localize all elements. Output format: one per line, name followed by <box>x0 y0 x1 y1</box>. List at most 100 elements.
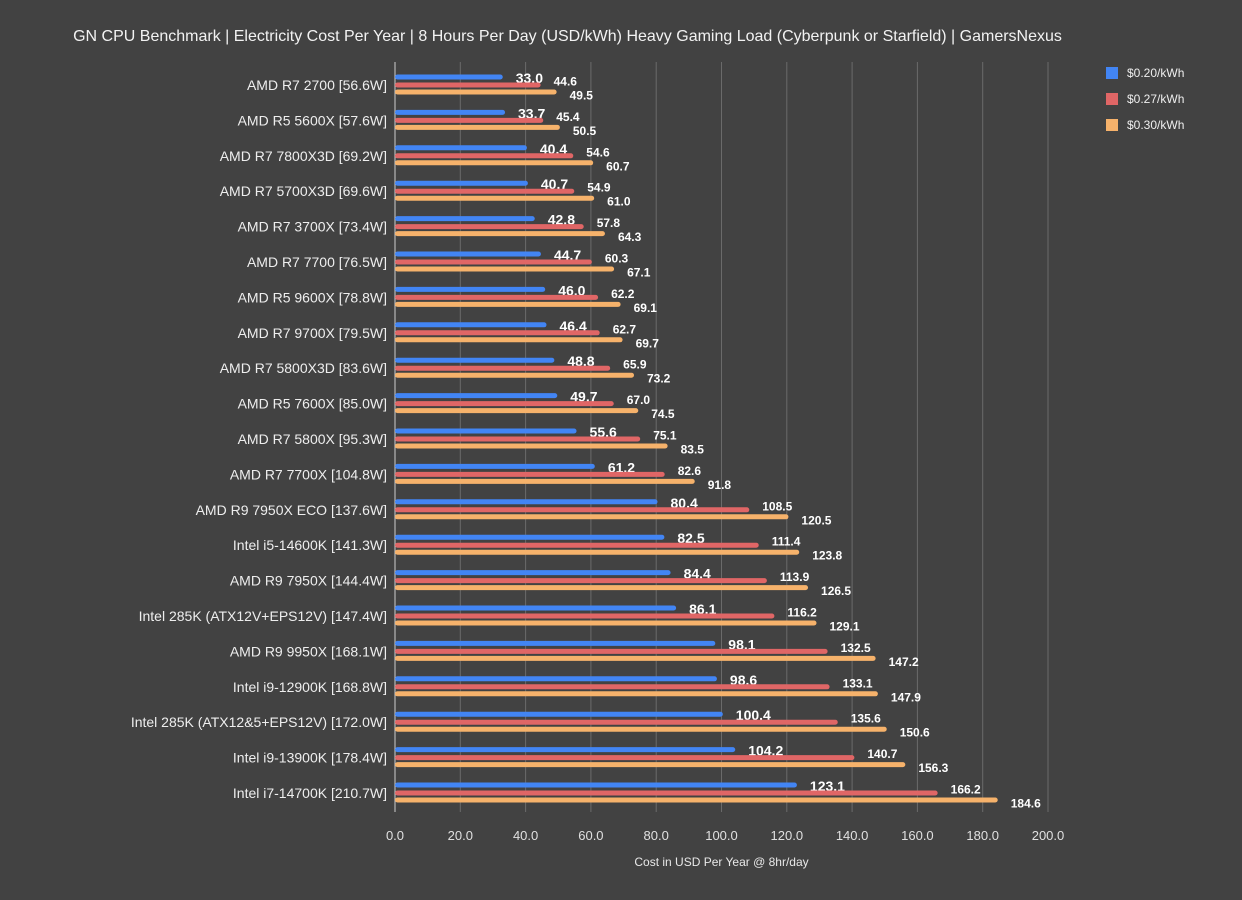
bar <box>395 109 506 115</box>
x-tick-label: 160.0 <box>901 828 934 843</box>
bar <box>395 117 544 123</box>
bar <box>395 620 817 626</box>
legend: $0.20/kWh $0.27/kWh $0.30/kWh <box>1106 60 1184 138</box>
data-label: 98.1 <box>728 636 755 652</box>
category-label: AMD R7 3700X [73.4W] <box>238 219 387 235</box>
data-label: 55.6 <box>590 424 617 440</box>
category-label: AMD R7 7700X [104.8W] <box>230 466 387 482</box>
bar <box>395 790 938 796</box>
bar <box>395 499 658 505</box>
data-label: 50.5 <box>573 124 597 138</box>
data-label: 116.2 <box>787 606 817 620</box>
bar <box>395 443 668 449</box>
legend-label: $0.27/kWh <box>1127 92 1185 106</box>
data-label: 61.2 <box>608 459 635 475</box>
legend-item: $0.27/kWh <box>1106 86 1184 112</box>
bar <box>395 719 838 725</box>
bar <box>395 747 736 753</box>
data-label: 69.7 <box>636 336 660 350</box>
data-label: 98.6 <box>730 672 757 688</box>
category-label: AMD R7 9700X [79.5W] <box>238 325 387 341</box>
data-label: 91.8 <box>708 478 732 492</box>
data-label: 33.0 <box>516 70 543 86</box>
bar <box>395 259 592 265</box>
data-label: 44.6 <box>554 75 578 89</box>
x-tick-label: 120.0 <box>771 828 804 843</box>
data-label: 67.0 <box>627 393 651 407</box>
x-tick-label: 180.0 <box>966 828 999 843</box>
bar <box>395 711 723 717</box>
data-label: 80.4 <box>671 495 698 511</box>
bar <box>395 372 634 378</box>
x-tick-label: 200.0 <box>1032 828 1065 843</box>
bar <box>395 357 555 363</box>
category-label: AMD R7 7700 [76.5W] <box>247 254 387 270</box>
data-label: 123.1 <box>810 778 845 794</box>
bar <box>395 648 828 654</box>
legend-swatch <box>1106 93 1118 105</box>
bar <box>395 463 595 469</box>
bar <box>395 231 605 237</box>
category-label: Intel 285K (ATX12V+EPS12V) [147.4W] <box>139 608 387 624</box>
bar <box>395 251 541 257</box>
data-label: 111.4 <box>772 535 801 549</box>
bar <box>395 188 575 194</box>
x-tick-label: 0.0 <box>386 828 404 843</box>
data-label: 57.8 <box>597 216 621 230</box>
data-label: 104.2 <box>748 743 783 759</box>
bar <box>395 153 574 159</box>
x-tick-label: 80.0 <box>644 828 669 843</box>
category-label: AMD R9 7950X [144.4W] <box>230 573 387 589</box>
legend-item: $0.30/kWh <box>1106 112 1184 138</box>
category-label: AMD R7 7800X3D [69.2W] <box>220 148 387 164</box>
bar <box>395 676 717 682</box>
bar <box>395 578 767 584</box>
data-label: 54.9 <box>587 181 611 195</box>
x-axis-title: Cost in USD Per Year @ 8hr/day <box>634 855 808 869</box>
x-tick-label: 60.0 <box>578 828 603 843</box>
data-label: 74.5 <box>651 407 675 421</box>
bar <box>395 478 695 484</box>
data-label: 184.6 <box>1011 797 1041 811</box>
data-label: 126.5 <box>821 584 851 598</box>
data-label: 33.7 <box>518 105 545 121</box>
bar <box>395 393 558 399</box>
bar <box>395 286 546 292</box>
data-label: 108.5 <box>762 499 792 513</box>
data-label: 40.4 <box>540 141 567 157</box>
bar <box>395 82 541 88</box>
data-label: 45.4 <box>556 110 580 124</box>
bar <box>395 301 621 307</box>
bar <box>395 294 599 300</box>
category-label: AMD R7 5800X [95.3W] <box>238 431 387 447</box>
legend-item: $0.20/kWh <box>1106 60 1184 86</box>
x-tick-label: 100.0 <box>705 828 738 843</box>
bar <box>395 549 800 555</box>
data-label: 44.7 <box>554 247 581 263</box>
bar <box>395 640 716 646</box>
bar <box>395 322 547 328</box>
bar <box>395 266 615 272</box>
bar <box>395 542 759 548</box>
data-label: 147.2 <box>889 655 919 669</box>
bar <box>395 782 797 788</box>
category-label: AMD R9 7950X ECO [137.6W] <box>196 502 387 518</box>
category-label: AMD R5 9600X [78.8W] <box>238 289 387 305</box>
data-label: 69.1 <box>634 301 658 315</box>
data-label: 60.7 <box>606 159 630 173</box>
bar <box>395 365 611 371</box>
bar <box>395 726 887 732</box>
data-label: 100.4 <box>736 707 771 723</box>
legend-swatch <box>1106 67 1118 79</box>
bar <box>395 160 594 166</box>
legend-label: $0.20/kWh <box>1127 66 1185 80</box>
bar <box>395 330 600 336</box>
bar <box>395 613 775 619</box>
data-label: 140.7 <box>867 747 897 761</box>
category-label: Intel i9-12900K [168.8W] <box>233 679 387 695</box>
data-label: 82.6 <box>678 464 702 478</box>
legend-label: $0.30/kWh <box>1127 118 1185 132</box>
data-label: 73.2 <box>647 372 671 386</box>
category-label: AMD R5 7600X [85.0W] <box>238 396 387 412</box>
